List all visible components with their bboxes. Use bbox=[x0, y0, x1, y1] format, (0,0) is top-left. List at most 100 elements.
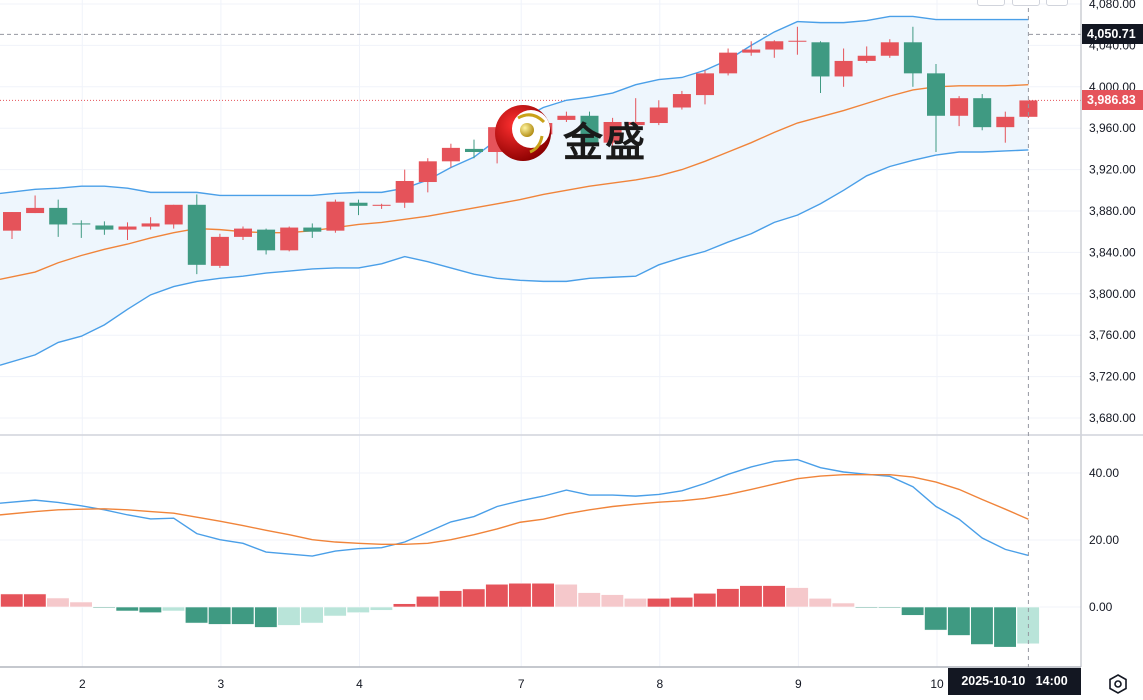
macd-tick-label: 0.00 bbox=[1089, 600, 1113, 614]
macd-histogram-bar bbox=[577, 592, 601, 608]
candle-up bbox=[418, 161, 437, 183]
macd-histogram-bar bbox=[138, 606, 162, 613]
candle-down bbox=[49, 207, 68, 225]
macd-histogram-bar bbox=[392, 603, 417, 608]
macd-histogram-bar bbox=[439, 590, 463, 608]
candle-up bbox=[626, 121, 645, 126]
macd-histogram-bar bbox=[531, 582, 555, 608]
high-price-label: 4,050.71 bbox=[1082, 24, 1143, 45]
candle-up bbox=[118, 226, 137, 230]
toolbar-button[interactable] bbox=[977, 0, 1005, 6]
chart-settings-button[interactable] bbox=[1107, 673, 1129, 695]
macd-histogram-bar bbox=[300, 606, 324, 624]
candle-up bbox=[603, 121, 622, 143]
macd-tick-label: 40.00 bbox=[1089, 466, 1119, 480]
candle-up bbox=[557, 115, 576, 120]
candle-down bbox=[903, 42, 922, 74]
last-price-label: 3,986.83 bbox=[1082, 90, 1143, 111]
time-tick-label: 2 bbox=[79, 677, 86, 691]
candle-down bbox=[187, 204, 206, 265]
candle-up bbox=[880, 42, 899, 56]
macd-histogram-bar bbox=[415, 595, 440, 608]
candle-up bbox=[788, 40, 807, 42]
macd-histogram-bar bbox=[739, 585, 763, 608]
time-tick-label: 3 bbox=[218, 677, 225, 691]
macd-histogram-bar bbox=[808, 597, 832, 608]
macd-histogram-bar bbox=[970, 606, 994, 645]
candle-up bbox=[141, 223, 160, 227]
macd-histogram-bar bbox=[993, 606, 1017, 648]
candle-up bbox=[950, 98, 969, 116]
macd-histogram-bar bbox=[670, 596, 694, 608]
macd-histogram-bar bbox=[554, 583, 578, 608]
candle-up bbox=[672, 94, 691, 108]
candle-down bbox=[349, 202, 368, 206]
candle-up bbox=[996, 116, 1015, 128]
price-tick-label: 3,720.00 bbox=[1089, 370, 1136, 384]
macd-histogram-bar bbox=[901, 606, 925, 616]
candle-up bbox=[210, 236, 229, 266]
candle-down bbox=[973, 98, 992, 128]
candle-up bbox=[3, 212, 21, 231]
candle-up bbox=[164, 204, 183, 225]
candle-down bbox=[95, 225, 114, 230]
macd-histogram-bar bbox=[485, 583, 509, 608]
candle-down bbox=[927, 73, 945, 116]
candle-up bbox=[834, 60, 853, 77]
time-tick-label: 7 bbox=[518, 677, 525, 691]
macd-histogram-bar bbox=[600, 594, 624, 608]
macd-histogram-bar bbox=[115, 606, 139, 612]
candle-down bbox=[465, 148, 483, 153]
candle-down bbox=[580, 115, 599, 143]
candle-down bbox=[257, 229, 276, 251]
candle-up bbox=[395, 180, 414, 203]
logo-emblem-icon bbox=[495, 105, 551, 161]
macd-histogram-bar bbox=[92, 606, 116, 609]
macd-lines bbox=[0, 458, 1029, 557]
macd-histogram-bar bbox=[623, 597, 648, 608]
macd-histogram-bar bbox=[369, 606, 393, 611]
settings-hexagon-icon bbox=[1109, 674, 1127, 694]
macd-histogram-bar bbox=[831, 602, 855, 608]
price-tick-label: 3,680.00 bbox=[1089, 411, 1136, 425]
price-tick-label: 3,760.00 bbox=[1089, 328, 1136, 342]
crosshair-time-label: 2025-10-10 14:00 bbox=[948, 668, 1081, 695]
candle-up bbox=[742, 49, 761, 53]
bollinger-band-fill bbox=[0, 16, 1029, 366]
macd-histogram-bar bbox=[69, 601, 93, 608]
macd-histogram-bar bbox=[646, 597, 671, 608]
candle-down bbox=[72, 223, 91, 225]
candle-up bbox=[26, 207, 45, 214]
candle-up bbox=[719, 52, 738, 74]
macd-histogram-bar bbox=[0, 593, 24, 608]
macd-tick-label: 20.00 bbox=[1089, 533, 1119, 547]
macd-histogram-bar bbox=[762, 585, 786, 608]
candle-up bbox=[649, 107, 668, 124]
candle-down bbox=[303, 227, 322, 232]
macd-histogram-bar bbox=[23, 593, 47, 608]
candle-up bbox=[280, 227, 299, 251]
toolbar-button[interactable] bbox=[1046, 0, 1068, 6]
candle-up bbox=[1019, 100, 1038, 117]
macd-histogram-bar bbox=[508, 582, 532, 608]
candle-up bbox=[696, 73, 714, 96]
macd-histogram-bar bbox=[462, 588, 486, 608]
macd-histogram-bar bbox=[877, 606, 902, 609]
bollinger-middle-line bbox=[0, 84, 1029, 280]
time-tick-label: 4 bbox=[356, 677, 363, 691]
price-tick-label: 3,880.00 bbox=[1089, 204, 1136, 218]
toolbar-button[interactable] bbox=[1012, 0, 1040, 6]
candle-up bbox=[326, 201, 345, 231]
macd-histogram-bar bbox=[947, 606, 971, 636]
macd-histogram-bar bbox=[185, 606, 209, 624]
macd-histogram-bar bbox=[231, 606, 255, 625]
candle-up bbox=[234, 228, 252, 237]
macd-dif-line bbox=[0, 458, 1029, 557]
time-tick-label: 10 bbox=[930, 677, 944, 691]
macd-histogram-bar bbox=[924, 606, 948, 631]
macd-histogram-bar bbox=[716, 588, 740, 608]
macd-histogram-bar bbox=[277, 606, 301, 626]
time-tick-label: 8 bbox=[656, 677, 663, 691]
bollinger-lower-line bbox=[0, 149, 1029, 366]
